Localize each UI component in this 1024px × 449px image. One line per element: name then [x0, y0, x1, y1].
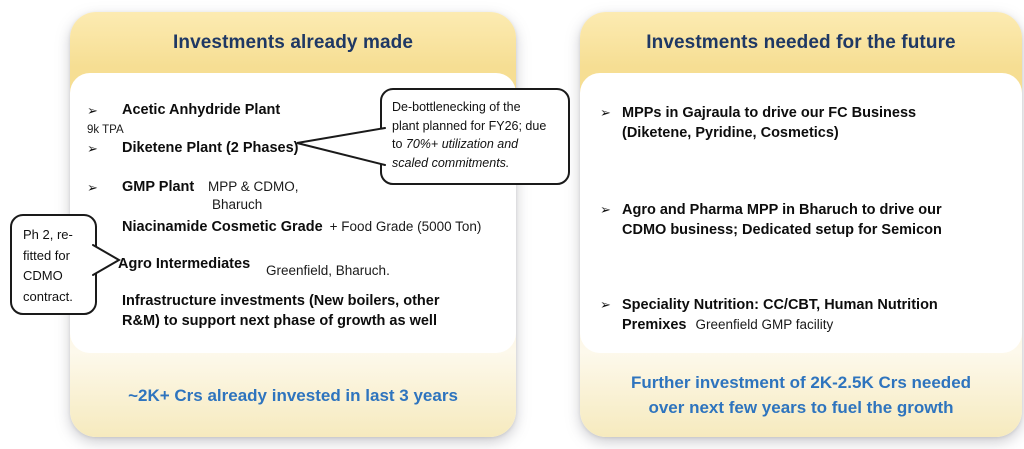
niacinamide-note: + Food Grade (5000 Ton)	[329, 219, 482, 234]
callout-ph2-cdmo: Ph 2, re- fitted for CDMO contract.	[10, 214, 97, 315]
future-summary-line1: Further investment of 2K-2.5K Crs needed	[630, 373, 972, 392]
callout-tail-debottlenecking	[296, 127, 386, 166]
list-item-acetic-anhydride: Acetic Anhydride Plant	[122, 102, 281, 118]
panel-footer-future-summary: Further investment of 2K-2.5K Crs needed…	[580, 353, 1022, 437]
agro-intermediates-note: Greenfield, Bharuch.	[266, 263, 390, 278]
infrastructure-line2: R&M) to support next phase of growth as …	[122, 312, 437, 329]
debottleneck-line4-italic: scaled commitments.	[392, 155, 510, 170]
arrow-bullet-icon: ➢	[87, 141, 98, 156]
debottleneck-line3: to 70%+ utilization and	[392, 135, 558, 154]
list-item-niacinamide: Niacinamide Cosmetic Grade + Food Grade (…	[122, 217, 481, 237]
ph2-line4: contract.	[23, 288, 73, 304]
mpps-line1: MPPs in Gajraula to drive our FC Busines…	[622, 105, 917, 121]
panel-title-investments-made: Investments already made	[172, 31, 413, 53]
arrow-bullet-icon: ➢	[600, 297, 611, 312]
gmp-plant-note-line1: MPP & CDMO,	[208, 179, 299, 194]
arrow-bullet-icon: ➢	[87, 103, 98, 118]
speciality-line2: Premixes Greenfield GMP facility	[622, 315, 938, 335]
panel-footer-invested-summary: ~2K+ Crs already invested in last 3 year…	[70, 353, 516, 437]
list-item-diketene-plant: Diketene Plant (2 Phases)	[122, 140, 299, 156]
speciality-line2-bold: Premixes	[622, 317, 687, 333]
infrastructure-line1: Infrastructure investments (New boilers,…	[122, 293, 440, 309]
agro-pharma-line2: CDMO business; Dedicated setup for Semic…	[622, 222, 942, 238]
debottleneck-line3-italic: 70%+ utilization and	[405, 137, 519, 151]
list-item-mpps-gajraula: MPPs in Gajraula to drive our FC Busines…	[622, 103, 916, 143]
speciality-line1: Speciality Nutrition: CC/CBT, Human Nutr…	[622, 297, 938, 313]
niacinamide-bold-text: Niacinamide Cosmetic Grade	[122, 219, 323, 235]
list-item-gmp-plant: GMP Plant	[122, 179, 195, 195]
debottleneck-line2: plant planned for FY26; due	[392, 118, 547, 133]
tpa-capacity-note: 9k TPA	[87, 124, 124, 136]
future-summary-line2: over next few years to fuel the growth	[648, 398, 954, 417]
debottleneck-line1: De-bottlenecking of the	[392, 100, 521, 114]
list-item-infrastructure: Infrastructure investments (New boilers,…	[122, 292, 439, 331]
callout-tail-ph2	[92, 244, 122, 276]
ph2-line2: fitted for	[23, 247, 70, 263]
callout-debottlenecking: De-bottlenecking of the plant planned fo…	[380, 88, 570, 185]
ph2-line3: CDMO	[23, 268, 63, 283]
list-item-speciality-nutrition: Speciality Nutrition: CC/CBT, Human Nutr…	[622, 295, 938, 335]
gmp-plant-note-line2: Bharuch	[212, 197, 263, 212]
arrow-bullet-icon: ➢	[87, 180, 98, 195]
arrow-bullet-icon: ➢	[600, 202, 611, 217]
list-item-agro-intermediates: Agro Intermediates	[118, 256, 251, 272]
invested-summary-text: ~2K+ Crs already invested in last 3 year…	[128, 385, 458, 405]
agro-pharma-line1: Agro and Pharma MPP in Bharuch to drive …	[622, 202, 942, 218]
list-item-agro-pharma-mpp: Agro and Pharma MPP in Bharuch to drive …	[622, 200, 942, 240]
panel-investments-made: Investments already made ➢ Acetic Anhydr…	[70, 12, 516, 437]
panel-investments-future: Investments needed for the future ➢ MPPs…	[580, 12, 1022, 437]
speciality-line2-note: Greenfield GMP facility	[695, 317, 834, 332]
mpps-line2: (Diketene, Pyridine, Cosmetics)	[622, 125, 839, 141]
panel-title-investments-future: Investments needed for the future	[646, 31, 956, 53]
debottleneck-line4: scaled commitments.	[392, 154, 558, 173]
panel-body-investments-future: ➢ MPPs in Gajraula to drive our FC Busin…	[580, 73, 1022, 353]
ph2-line1: Ph 2, re-	[23, 227, 73, 242]
arrow-bullet-icon: ➢	[600, 105, 611, 120]
debottleneck-line3-normal: to	[392, 137, 406, 151]
